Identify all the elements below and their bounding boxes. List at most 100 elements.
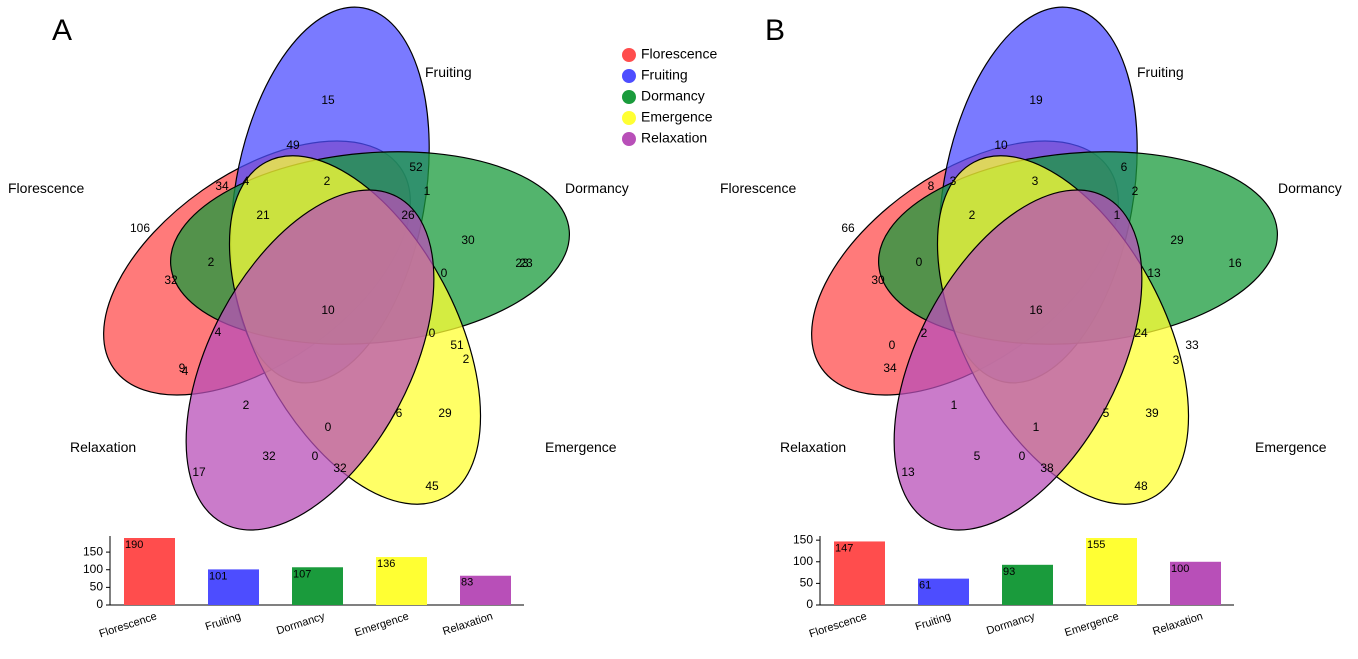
legend-label-emergence: Emergence	[641, 109, 713, 125]
y-tick-label: 50	[800, 576, 814, 590]
venn-a-region-count: 34	[215, 179, 229, 193]
venn-a-region-count: 32	[333, 461, 347, 475]
venn-b-region-count: 3	[1173, 353, 1180, 367]
venn-b-region-count: 5	[974, 449, 981, 463]
bar-value-florescence: 147	[835, 542, 853, 554]
venn-a-label-florescence: Florescence	[8, 180, 84, 196]
venn-a-region-count: 51	[450, 338, 464, 352]
bar-chart-a: 0 50 100 150 190 Florescence 101 Fruiting 107 Dor…	[83, 536, 524, 640]
bar-value-relaxation: 83	[461, 577, 473, 589]
y-tick-label: 100	[793, 554, 813, 568]
venn-a-region-count: 10	[321, 303, 335, 317]
venn-a-region-count: 1	[424, 184, 431, 198]
bar-value-fruiting: 61	[919, 580, 931, 592]
bar-value-relaxation: 100	[1171, 563, 1189, 575]
y-tick-label: 0	[806, 597, 813, 611]
venn-b-region-count: 66	[841, 221, 855, 235]
venn-b-region-count: 30	[871, 273, 885, 287]
venn-b-region-count: 34	[883, 361, 897, 375]
panel-a: A Florescence Fruiting Dormancy Emergence Re…	[8, 6, 629, 640]
venn-b-label-florescence: Florescence	[720, 180, 796, 196]
category-label-relaxation: Relaxation	[1151, 610, 1204, 637]
venn-b-region-count: 24	[1134, 326, 1148, 340]
category-label-florescence: Florescence	[98, 610, 159, 640]
bar-value-florescence: 190	[125, 539, 143, 551]
category-label-dormancy: Dormancy	[275, 610, 327, 637]
venn-a-region-count: 2	[463, 352, 470, 366]
bar-relaxation	[1170, 561, 1221, 605]
venn-a-label-fruiting: Fruiting	[425, 64, 472, 80]
venn-a: Florescence Fruiting Dormancy Emergence Rela…	[8, 6, 629, 531]
venn-b-region-count: 39	[1145, 406, 1159, 420]
venn-b-region-count: 38	[1040, 461, 1054, 475]
venn-a-set-relaxation	[185, 189, 435, 531]
bar-emergence	[376, 557, 427, 605]
venn-b-label-relaxation: Relaxation	[780, 439, 846, 455]
bar-value-dormancy: 93	[1003, 566, 1015, 578]
bar-value-fruiting: 101	[209, 570, 227, 582]
legend: Florescence Fruiting Dormancy Emergence Rela…	[622, 46, 717, 146]
venn-a-region-count: 6	[396, 406, 403, 420]
venn-a-region-count: 26	[401, 208, 415, 222]
venn-a-region-count: 32	[164, 273, 178, 287]
venn-b-region-count: 16	[1228, 256, 1242, 270]
venn-a-region-count: 2	[243, 398, 250, 412]
venn-b-label-emergence: Emergence	[1255, 439, 1327, 455]
bar-fruiting	[918, 578, 969, 605]
venn-b-region-count: 1	[1114, 208, 1121, 222]
venn-b-region-count: 2	[969, 208, 976, 222]
venn-b-region-count: 10	[994, 138, 1008, 152]
venn-a-region-count: 23	[519, 256, 533, 270]
venn-a-region-count: 23	[515, 256, 529, 270]
legend-swatch-relaxation	[622, 132, 636, 146]
venn-a-region-count: 2	[208, 255, 215, 269]
venn-b-region-count: 2	[1132, 184, 1139, 198]
venn-a-region-count: 9	[179, 361, 186, 375]
venn-a-region-count: 4	[182, 364, 189, 378]
venn-b-region-count: 1	[951, 398, 958, 412]
bar-value-emergence: 136	[377, 558, 395, 570]
category-label-emergence: Emergence	[353, 610, 410, 639]
venn-b-region-count: 1	[1033, 420, 1040, 434]
venn-a-region-count: 0	[325, 420, 332, 434]
category-label-relaxation: Relaxation	[441, 610, 494, 637]
venn-b: Florescence Fruiting Dormancy Emergence Rela…	[720, 6, 1342, 531]
bar-chart-b: 0 50 100 150 147 Florescence 61 Fruiting 93 Dorma…	[793, 532, 1234, 640]
bar-florescence	[124, 538, 175, 605]
venn-a-region-count: 15	[321, 93, 335, 107]
venn-a-region-count: 106	[130, 221, 150, 235]
panel-b-label: B	[765, 14, 785, 47]
venn-b-region-count: 3	[950, 174, 957, 188]
y-tick-label: 150	[83, 544, 103, 558]
category-label-fruiting: Fruiting	[914, 610, 953, 633]
venn-a-region-count: 32	[262, 449, 276, 463]
venn-b-region-count: 3	[1032, 174, 1039, 188]
y-tick-label: 100	[83, 562, 103, 576]
bar-value-dormancy: 107	[293, 568, 311, 580]
bar-florescence	[834, 541, 885, 605]
venn-b-region-count: 6	[1121, 160, 1128, 174]
venn-b-region-count: 0	[916, 255, 923, 269]
legend-label-fruiting: Fruiting	[641, 67, 688, 83]
venn-a-region-count: 45	[425, 479, 439, 493]
venn-b-region-count: 13	[901, 465, 915, 479]
category-label-fruiting: Fruiting	[204, 610, 243, 633]
legend-label-florescence: Florescence	[641, 46, 717, 62]
category-label-dormancy: Dormancy	[985, 610, 1037, 637]
y-tick-label: 150	[793, 532, 813, 546]
venn-b-region-count: 2	[921, 326, 928, 340]
venn-a-region-count: 17	[192, 465, 206, 479]
venn-b-region-count: 8	[928, 179, 935, 193]
venn-b-region-count: 5	[1103, 406, 1110, 420]
legend-swatch-fruiting	[622, 69, 636, 83]
venn-b-region-count: 0	[1019, 449, 1026, 463]
venn-b-region-count: 29	[1170, 233, 1184, 247]
venn-a-region-count: 52	[409, 160, 423, 174]
venn-a-region-count: 4	[243, 174, 250, 188]
venn-a-region-count: 0	[429, 326, 436, 340]
venn-a-region-count: 30	[461, 233, 475, 247]
venn-b-region-count: 0	[889, 338, 896, 352]
venn-b-set-relaxation	[893, 189, 1143, 531]
venn-b-label-dormancy: Dormancy	[1278, 180, 1342, 196]
